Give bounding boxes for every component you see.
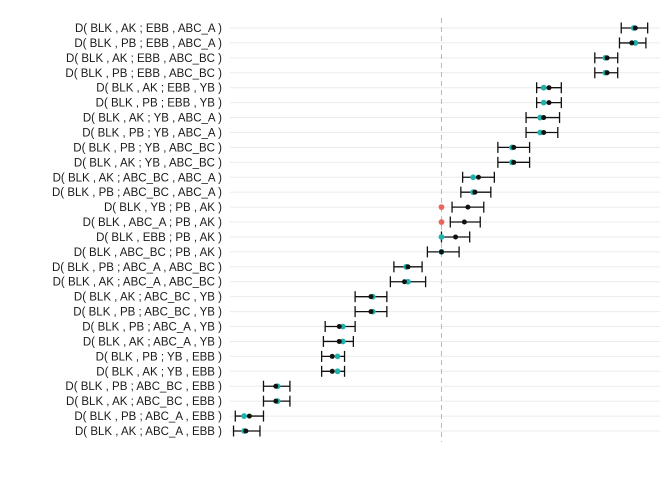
estimate-point — [273, 398, 279, 404]
y-tick-label: D( BLK , AK ; ABC_A , EBB ) — [75, 426, 222, 438]
observed-point — [537, 129, 544, 136]
observed-point — [438, 234, 445, 240]
y-tick-label: D( BLK , AK ; YB , EBB ) — [96, 366, 222, 378]
observed-point — [632, 40, 639, 46]
observed-point — [438, 219, 445, 225]
estimate-point — [461, 219, 467, 225]
estimate-point — [632, 25, 638, 31]
y-tick-label: D( BLK , AK ; ABC_A , YB ) — [83, 336, 222, 348]
y-tick-label: D( BLK , PB ; ABC_BC , ABC_A ) — [52, 187, 222, 199]
observed-point — [438, 204, 445, 211]
y-tick-label: D( BLK , AK ; YB , ABC_A ) — [83, 113, 222, 125]
y-tick-label: D( BLK , EBB ; PB , AK ) — [96, 232, 222, 244]
y-tick-label: D( BLK , ABC_A ; PB , AK ) — [83, 217, 223, 229]
observed-point — [241, 413, 247, 419]
observed-point — [540, 99, 547, 106]
y-tick-label: D( BLK , AK ; EBB , ABC_A ) — [75, 23, 222, 35]
estimate-point — [546, 85, 552, 91]
observed-point — [537, 114, 544, 121]
estimate-point — [511, 159, 517, 165]
estimate-point — [368, 309, 374, 315]
estimate-point — [336, 338, 342, 344]
estimate-point — [273, 383, 279, 389]
estimate-point — [472, 189, 478, 195]
y-tick-label: D( BLK , PB ; EBB , ABC_A ) — [74, 38, 222, 50]
y-tick-label: D( BLK , PB ; ABC_BC , EBB ) — [65, 381, 222, 393]
observed-point — [339, 338, 346, 345]
y-tick-label: D( BLK , PB ; ABC_A , YB ) — [82, 322, 222, 334]
estimate-point — [604, 55, 610, 61]
y-tick-label: D( BLK , ABC_BC ; PB , AK ) — [74, 247, 222, 259]
estimate-point — [604, 70, 610, 76]
estimate-point — [629, 40, 635, 46]
estimate-point — [336, 324, 342, 330]
estimate-point — [546, 100, 552, 106]
y-tick-label: D( BLK , AK ; ABC_BC , YB ) — [74, 292, 222, 304]
observed-point — [334, 368, 341, 375]
y-tick-label: D( BLK , AK ; EBB , YB ) — [96, 83, 222, 95]
observed-point — [405, 278, 411, 285]
observed-point — [470, 174, 477, 181]
estimate-point — [453, 234, 459, 240]
observed-point — [540, 84, 547, 91]
y-tick-label: D( BLK , AK ; ABC_BC , ABC_A ) — [53, 172, 223, 184]
estimate-point — [438, 249, 444, 255]
y-tick-label: D( BLK , PB ; YB , ABC_A ) — [82, 127, 222, 139]
gridlines — [230, 27, 660, 432]
y-tick-label: D( BLK , PB ; ABC_BC , YB ) — [73, 307, 222, 319]
y-tick-label: D( BLK , PB ; YB , EBB ) — [96, 351, 223, 363]
y-tick-label: D( BLK , PB ; EBB , YB ) — [96, 98, 223, 110]
y-axis-labels: D( BLK , AK ; EBB , ABC_A ) D( BLK , PB ;… — [52, 23, 222, 438]
estimate-point — [511, 144, 517, 150]
y-tick-label: D( BLK , AK ; EBB , ABC_BC ) — [66, 53, 222, 65]
y-tick-label: D( BLK , AK ; YB , ABC_BC ) — [74, 157, 222, 169]
estimate-point — [541, 129, 547, 135]
estimate-point — [368, 294, 374, 300]
observed-point — [339, 323, 346, 330]
y-tick-label: D( BLK , YB ; PB , AK ) — [104, 202, 222, 214]
data-marks — [232, 22, 649, 437]
estimate-point — [401, 279, 407, 285]
observed-point — [334, 353, 341, 360]
y-tick-label: D( BLK , PB ; ABC_A , ABC_BC ) — [52, 262, 222, 274]
y-tick-label: D( BLK , PB ; EBB , ABC_BC ) — [65, 68, 222, 80]
estimate-point — [541, 115, 547, 121]
estimate-point — [465, 204, 471, 210]
estimate-point — [329, 368, 335, 374]
y-tick-label: D( BLK , AK ; ABC_BC , EBB ) — [66, 396, 222, 408]
estimate-point — [246, 413, 252, 419]
estimate-point — [475, 174, 481, 180]
estimate-point — [243, 428, 249, 434]
estimate-point — [329, 353, 335, 359]
estimate-point — [405, 264, 411, 270]
y-tick-label: D( BLK , PB ; ABC_A , EBB ) — [74, 411, 222, 423]
y-tick-label: D( BLK , PB ; YB , ABC_BC ) — [73, 142, 222, 154]
y-tick-label: D( BLK , AK ; ABC_A , ABC_BC ) — [53, 277, 223, 289]
